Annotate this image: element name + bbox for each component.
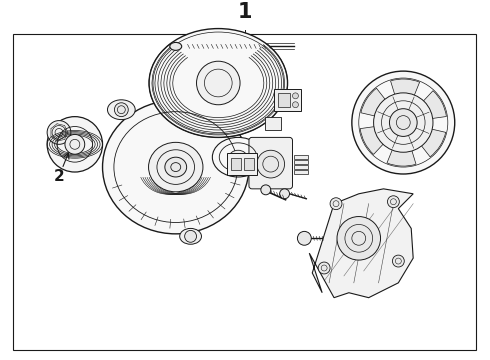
Wedge shape	[360, 122, 403, 154]
Ellipse shape	[170, 42, 182, 50]
Ellipse shape	[149, 28, 288, 138]
Circle shape	[261, 185, 270, 195]
Bar	[13, 33, 475, 350]
Circle shape	[392, 255, 404, 267]
Wedge shape	[403, 91, 446, 122]
Ellipse shape	[180, 228, 201, 244]
Circle shape	[196, 61, 240, 105]
Circle shape	[47, 117, 102, 172]
Circle shape	[47, 121, 71, 144]
Circle shape	[65, 134, 85, 154]
Ellipse shape	[102, 100, 249, 234]
Circle shape	[337, 217, 381, 260]
Circle shape	[330, 198, 342, 210]
Circle shape	[293, 93, 298, 99]
Circle shape	[114, 103, 128, 117]
Circle shape	[318, 262, 330, 274]
Ellipse shape	[107, 100, 135, 120]
Circle shape	[352, 71, 455, 174]
Circle shape	[297, 231, 311, 245]
Ellipse shape	[165, 157, 187, 177]
Text: 2: 2	[53, 170, 64, 184]
Bar	[294, 160, 308, 164]
Circle shape	[293, 102, 298, 108]
Ellipse shape	[212, 138, 264, 177]
Wedge shape	[361, 88, 403, 122]
Wedge shape	[391, 79, 419, 122]
Bar	[274, 89, 301, 111]
Circle shape	[185, 230, 196, 242]
Wedge shape	[387, 122, 416, 166]
Wedge shape	[403, 122, 446, 157]
Bar	[265, 117, 281, 130]
Bar	[294, 170, 308, 174]
Bar	[227, 153, 257, 175]
Bar	[231, 158, 241, 170]
Bar	[294, 165, 308, 169]
Circle shape	[388, 196, 399, 208]
Ellipse shape	[229, 150, 247, 164]
Bar	[278, 93, 290, 107]
Bar	[244, 158, 254, 170]
Ellipse shape	[148, 142, 203, 192]
Circle shape	[390, 109, 417, 136]
Circle shape	[280, 189, 290, 199]
Polygon shape	[309, 189, 413, 298]
Circle shape	[257, 150, 285, 178]
Circle shape	[373, 93, 433, 152]
Text: 1: 1	[238, 2, 252, 22]
FancyBboxPatch shape	[249, 138, 293, 189]
Bar	[294, 155, 308, 159]
